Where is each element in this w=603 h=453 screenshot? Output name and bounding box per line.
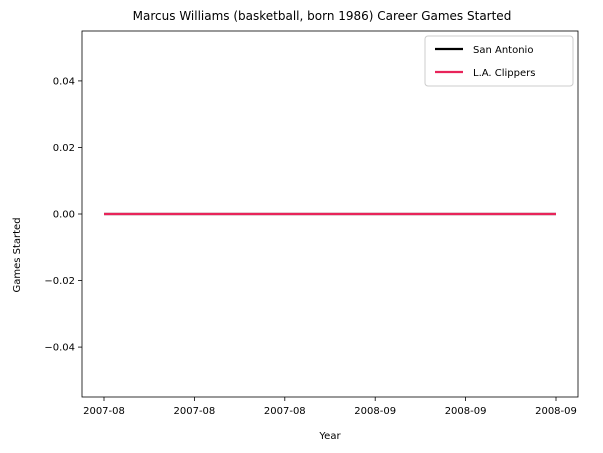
chart-title: Marcus Williams (basketball, born 1986) … <box>133 9 512 23</box>
y-axis-label: Games Started <box>12 217 23 292</box>
plot-area: 2007-08 2007-08 2007-08 2008-09 2008-09 2008-… <box>44 30 579 417</box>
y-tick-label: 0.04 <box>53 76 75 87</box>
legend-label: L.A. Clippers <box>473 68 535 79</box>
x-tick-label: 2008-09 <box>445 406 487 417</box>
x-tick-label: 2008-09 <box>535 406 577 417</box>
x-tick-label: 2007-08 <box>264 406 306 417</box>
y-tick-label: 0.00 <box>53 210 75 221</box>
y-tick-label: −0.02 <box>44 276 75 287</box>
y-tick-label: −0.04 <box>44 343 75 354</box>
legend: San Antonio L.A. Clippers <box>424 35 574 87</box>
x-tick-label: 2007-08 <box>174 406 216 417</box>
y-tick-label: 0.02 <box>53 143 75 154</box>
x-axis-label: Year <box>318 431 341 442</box>
legend-label: San Antonio <box>473 45 533 56</box>
x-tick-label: 2007-08 <box>83 406 125 417</box>
x-tick-label: 2008-09 <box>354 406 396 417</box>
axes-frame <box>81 30 579 398</box>
